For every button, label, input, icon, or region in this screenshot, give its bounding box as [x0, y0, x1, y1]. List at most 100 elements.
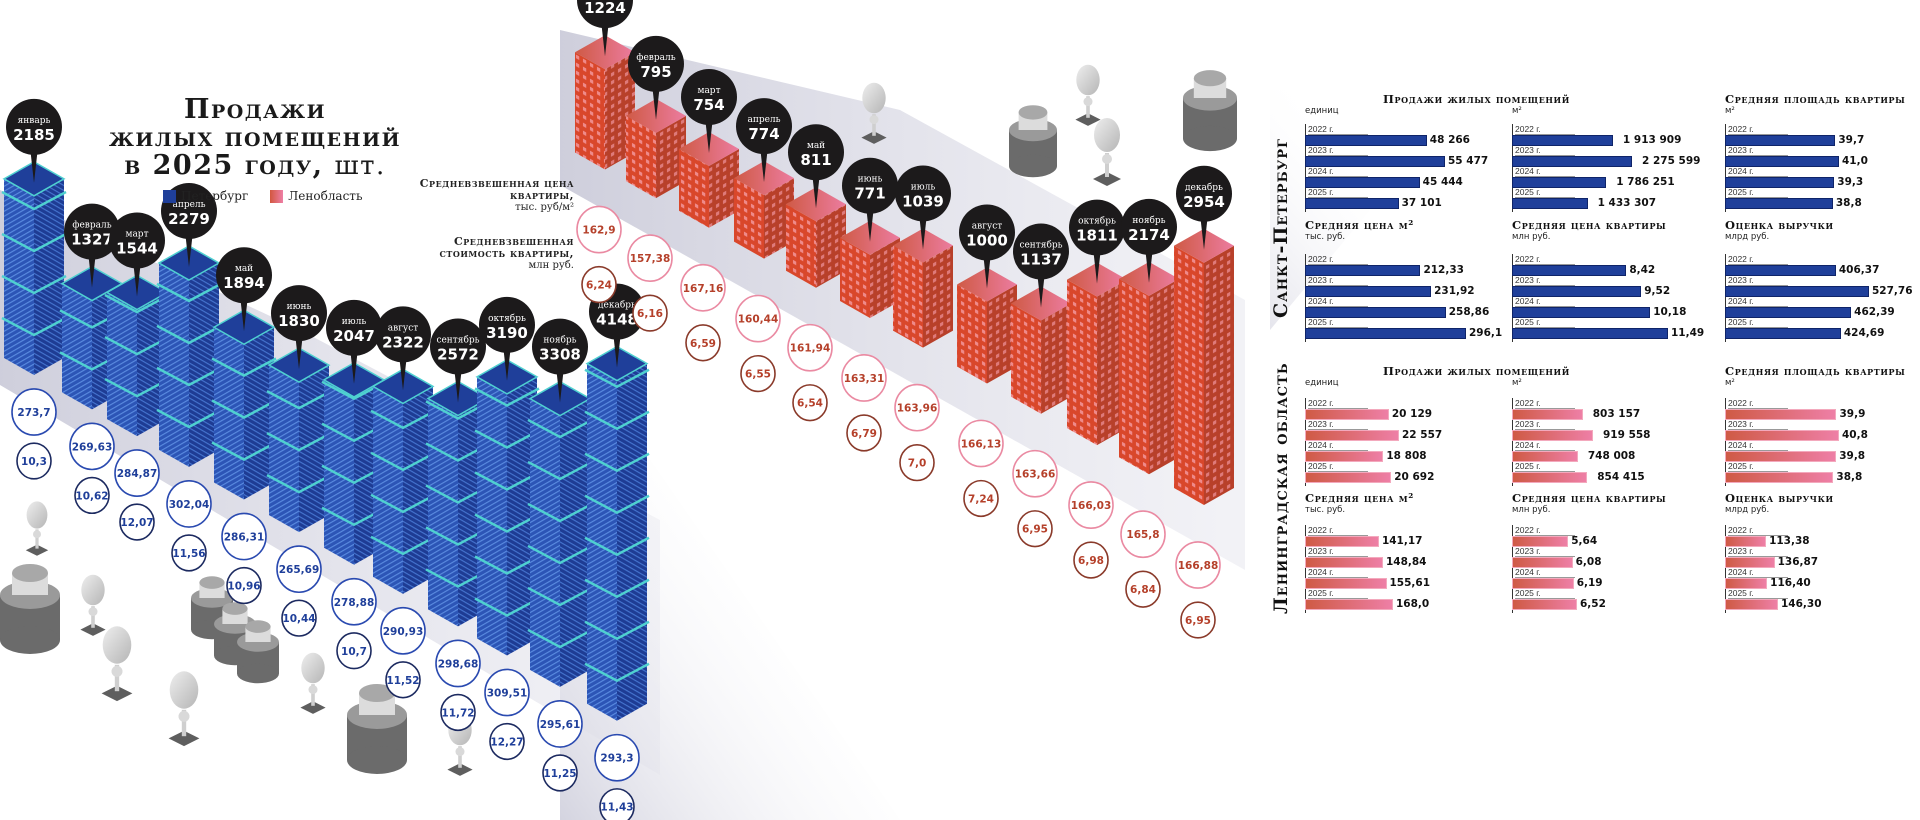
tower-floor-line [370, 535, 436, 556]
legend-item-lo: Ленобласть [270, 189, 362, 203]
pin-circle [788, 124, 844, 181]
pin-stem [1200, 213, 1208, 250]
tower-floor-line [584, 578, 650, 599]
pin-circle [959, 204, 1015, 261]
decorations [0, 64, 1237, 776]
year-bar [1512, 578, 1574, 589]
year-label: 2022 г. [1515, 398, 1575, 409]
year-bar [1305, 307, 1446, 318]
year-label: 2023 г. [1515, 419, 1575, 430]
pin-value-label: 1830 [278, 312, 320, 330]
tower-floor-line [1, 190, 67, 211]
bar-value-label: 39,9 [1839, 408, 1866, 420]
spb-cost-bubble-label: 12,27 [490, 736, 523, 748]
legend-item-spb: Петербург [163, 189, 248, 203]
tower-right-face [507, 376, 537, 656]
chart-unit: м² [1725, 378, 1735, 388]
year-label: 2024 г. [1728, 166, 1788, 177]
tower-floor-line [370, 409, 436, 430]
tree-knot [308, 685, 318, 695]
bar-value-label: 1 433 307 [1597, 197, 1657, 209]
lo-cost-bubble-label: 6,98 [1078, 555, 1104, 567]
caption-cost: Средневзвешенная стоимость квартиры, млн… [414, 236, 574, 272]
pin-month-label: январь [18, 116, 51, 126]
year-bar [1305, 472, 1392, 483]
cylinder-base [1183, 125, 1237, 152]
bar-value-label: 406,37 [1838, 264, 1880, 276]
lo-price-bubble-circle [1120, 510, 1166, 559]
chart-axis [1725, 398, 1726, 486]
year-bar [1305, 536, 1379, 547]
lo-price-bubble-label: 165,8 [1126, 529, 1159, 541]
tree-icon [300, 652, 326, 714]
year-bar [1305, 409, 1389, 420]
lo-price-bubble: 165,8 [1120, 510, 1166, 559]
year-bar [1725, 451, 1837, 462]
spb-cost-bubble: 11,56 [171, 534, 207, 572]
spb-price-bubble: 265,69 [276, 545, 322, 594]
lo-price-bubble: 166,03 [1068, 481, 1114, 529]
pin-value-label: 2279 [168, 210, 210, 228]
year-label: 2025 г. [1308, 187, 1368, 198]
spb-price-bubble: 278,88 [331, 577, 377, 626]
year-label: 2022 г. [1728, 254, 1788, 265]
spb-price-bubble: 293,3 [594, 733, 640, 782]
tower-left-face [107, 292, 137, 437]
caption-price: Средневзвешенная цена квартиры, тыс. руб… [414, 178, 574, 214]
lo-price-bubble-circle [1012, 449, 1058, 498]
chart-unit: м² [1512, 378, 1522, 388]
year-label: 2022 г. [1515, 254, 1575, 265]
lo-price-bubble-circle [576, 205, 622, 254]
tower-left-face [626, 115, 656, 199]
tower-floor-line [266, 390, 332, 410]
tree-knot [1083, 97, 1093, 107]
year-label: 2022 г. [1728, 124, 1788, 135]
pin-stem [240, 295, 248, 332]
region-label-0: Санкт-Петербург [1270, 138, 1292, 318]
tower-floor-line [527, 544, 593, 565]
year-bar [1725, 328, 1841, 339]
pin-value-label: 3190 [486, 324, 528, 342]
year-bar [1305, 156, 1445, 167]
spb-tower-апрель [156, 245, 222, 467]
spb-cost-bubble: 10,62 [74, 476, 110, 515]
lo-tower-сентябрь [1011, 286, 1071, 414]
bar-value-label: 424,69 [1843, 327, 1885, 339]
year-label: 2023 г. [1728, 546, 1788, 557]
year-bar [1512, 557, 1573, 568]
spb-cost-bubble: 10,96 [226, 566, 262, 605]
pin-value-label: 4148 [596, 311, 638, 329]
tower-floor-line [266, 474, 332, 494]
year-bar [1305, 265, 1421, 276]
tree-knot [88, 607, 98, 617]
tower-left-face [4, 178, 34, 375]
chart-title: Средняя цена квартиры [1512, 218, 1667, 232]
lo-price-bubble-circle [787, 323, 833, 372]
spb-price-bubble: 309,51 [484, 668, 530, 717]
lo-price-bubble-circle [894, 383, 940, 432]
cylinder-decoration [0, 564, 60, 654]
pin-value-label: 1811 [1076, 227, 1118, 245]
chart-unit: тыс. руб. [1305, 505, 1346, 515]
pin-month-label: август [972, 221, 1002, 231]
year-bar [1512, 472, 1588, 483]
spb-price-bubble-circle [380, 606, 426, 655]
spb-cost-bubble: 10,3 [16, 442, 52, 480]
lo-price-bubble: 163,96 [894, 383, 940, 432]
year-bar [1305, 177, 1420, 188]
tower-floor-line [474, 597, 540, 617]
chart-unit: млн руб. [1512, 232, 1551, 242]
bar-value-label: 22 557 [1402, 429, 1443, 441]
year-bar [1512, 307, 1651, 318]
spb-tower-декабрь [584, 345, 650, 721]
year-bar [1725, 177, 1835, 188]
bar-value-label: 11,49 [1671, 327, 1705, 339]
chart-title: Средняя площадь квартиры [1725, 92, 1906, 106]
spb-cost-bubble: 11,43 [599, 788, 635, 820]
lo-price-bubble-circle [1068, 481, 1114, 529]
tower-floor-line [104, 293, 170, 314]
